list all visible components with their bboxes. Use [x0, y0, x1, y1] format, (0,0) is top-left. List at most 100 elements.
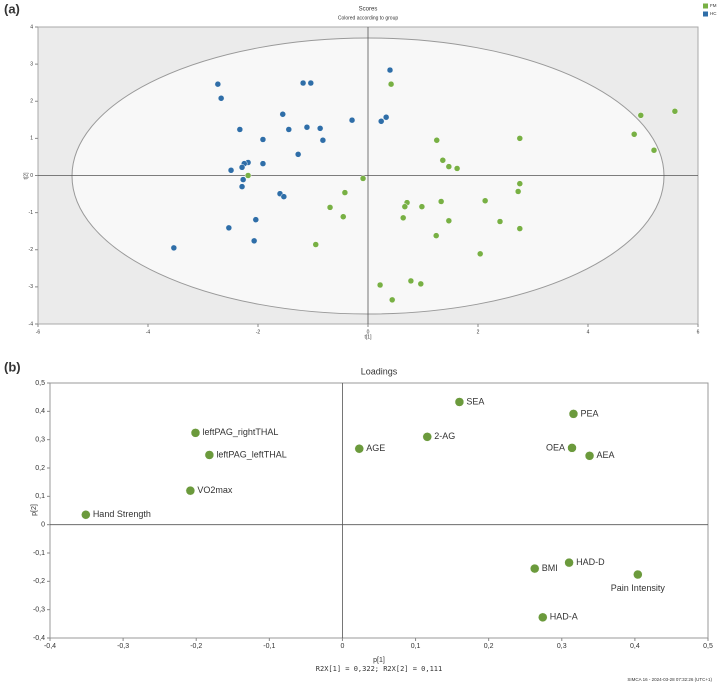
chart-title: Loadings: [361, 366, 398, 376]
y-tick-label: -0,2: [33, 578, 45, 585]
legend-label: HC: [710, 11, 717, 16]
x-tick-label: -2: [256, 329, 261, 335]
x-tick-label: -0,4: [44, 643, 56, 650]
point: [399, 214, 407, 222]
point: [516, 180, 524, 187]
point: [217, 95, 225, 102]
x-tick-label: 0,1: [411, 643, 421, 650]
point: [170, 244, 178, 252]
point: [227, 167, 235, 174]
point: [445, 163, 453, 170]
x-tick-label: -0,2: [190, 643, 202, 650]
y-tick-label: 0,4: [35, 408, 45, 415]
panel-label: (b): [4, 359, 21, 374]
point: [236, 126, 244, 133]
x-tick-label: 4: [587, 329, 590, 335]
point: [418, 203, 426, 210]
point-label: HAD-A: [550, 612, 578, 622]
point: [294, 151, 302, 158]
point: [496, 218, 504, 225]
point-label: leftPAG_leftTHAL: [216, 449, 286, 459]
point: [312, 241, 319, 248]
point: [259, 160, 267, 167]
y-tick-label: 0,3: [35, 437, 45, 444]
x-tick-label: -0,1: [263, 643, 275, 650]
point: [252, 216, 260, 223]
x-tick-label: 0: [340, 643, 344, 650]
point: [190, 428, 201, 438]
x-tick-label: 0: [367, 329, 370, 335]
point: [650, 147, 658, 154]
point-label: OEA: [546, 442, 565, 452]
y-tick-label: 3: [30, 61, 33, 67]
point-label: HAD-D: [576, 557, 605, 567]
x-axis-label: t[1]: [365, 334, 373, 340]
x-axis-label: p[1]: [373, 657, 385, 664]
point: [340, 213, 347, 220]
point: [387, 80, 395, 88]
point: [319, 136, 327, 144]
y-tick-label: 0: [30, 173, 33, 179]
point: [377, 118, 385, 125]
point-label: SEA: [466, 396, 484, 406]
point: [307, 79, 315, 87]
y-axis-label: t[2]: [23, 172, 29, 180]
legend-label: FM: [710, 3, 717, 8]
point-label: AGE: [366, 443, 385, 453]
point: [244, 172, 252, 179]
point: [303, 123, 311, 131]
point: [316, 125, 324, 132]
point: [376, 281, 384, 289]
point: [584, 451, 595, 461]
point: [567, 443, 577, 453]
point: [239, 176, 247, 183]
point: [341, 189, 349, 196]
y-tick-label: 0: [41, 522, 45, 529]
x-tick-label: 0,3: [557, 643, 567, 650]
point: [637, 112, 645, 119]
point: [354, 443, 365, 454]
panel-label: (a): [4, 1, 20, 16]
point: [382, 113, 390, 121]
point: [401, 203, 409, 210]
point: [214, 80, 222, 88]
point: [476, 250, 484, 258]
point: [516, 225, 524, 232]
y-tick-label: 1: [30, 136, 33, 142]
point: [279, 110, 286, 118]
plot-area: [49, 382, 709, 639]
point: [204, 450, 215, 460]
legend-swatch: [703, 3, 708, 9]
point: [388, 296, 396, 304]
point: [439, 157, 447, 164]
point: [453, 165, 461, 172]
point: [432, 232, 440, 239]
point: [433, 136, 440, 144]
point: [481, 197, 489, 204]
point: [564, 557, 574, 568]
point: [633, 569, 643, 580]
point: [407, 277, 415, 285]
y-tick-label: -2: [29, 247, 34, 253]
chart-title: Scores: [359, 7, 378, 13]
x-tick-label: 2: [477, 329, 480, 335]
credit: SIMCA 16 - 2024-03-28 07:32:26 (UTC+1): [627, 677, 712, 682]
y-tick-label: -3: [29, 284, 34, 290]
point: [238, 183, 246, 190]
point: [285, 126, 293, 133]
x-tick-label: -0,3: [117, 643, 129, 650]
point-label: VO2max: [197, 485, 233, 495]
y-tick-label: -4: [29, 321, 34, 327]
point: [437, 198, 445, 205]
point: [359, 175, 367, 182]
chart-subtitle: Colored according to group: [338, 15, 399, 21]
point: [529, 563, 540, 574]
point-label: 2-AG: [434, 431, 455, 441]
point-label: BMI: [542, 563, 558, 573]
y-tick-label: -0,3: [33, 607, 45, 614]
y-tick-label: 2: [30, 99, 33, 105]
point: [417, 280, 425, 288]
x-tick-label: -6: [36, 329, 41, 335]
point: [238, 164, 246, 171]
